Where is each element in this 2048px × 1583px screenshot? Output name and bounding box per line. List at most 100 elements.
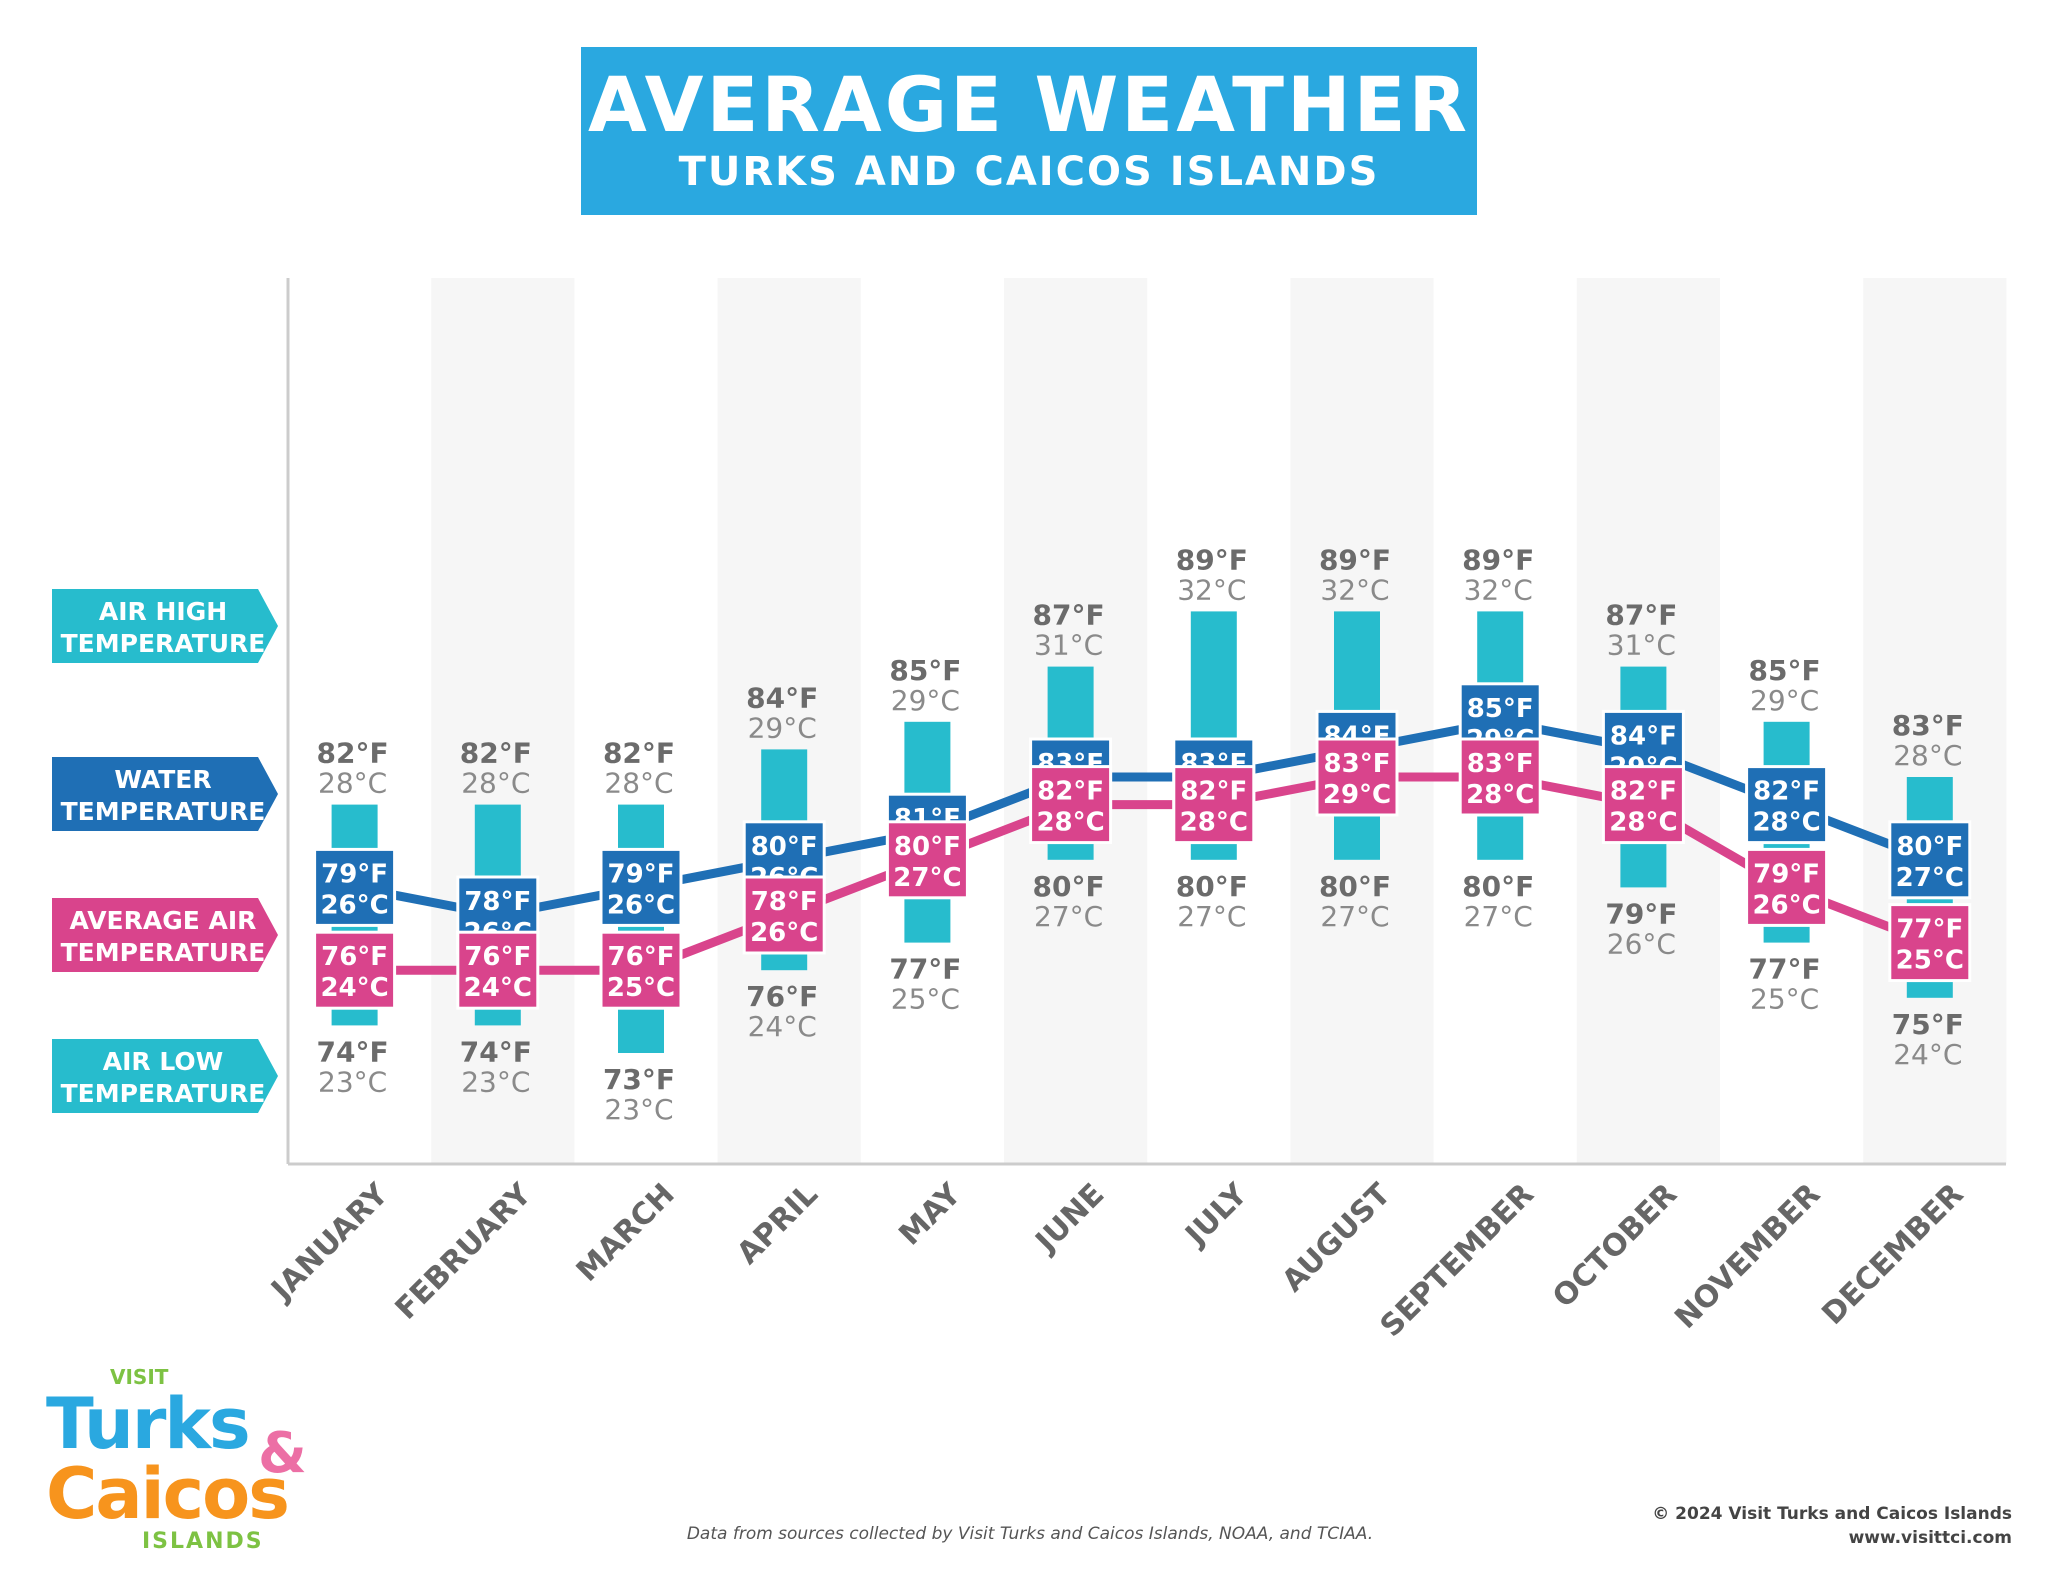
legend-air_high-line1: AIR HIGH bbox=[99, 597, 227, 626]
air-low-label-august-c: 27°C bbox=[1320, 900, 1389, 933]
water-marker-box bbox=[1888, 820, 1972, 900]
avg-air-marker-box bbox=[885, 820, 969, 900]
avg-air-marker-f: 77°F bbox=[1896, 915, 1963, 945]
air-high-label-december-c: 28°C bbox=[1893, 739, 1962, 772]
air-high-label-february: 82°F28°C bbox=[460, 737, 532, 800]
stripe-february bbox=[431, 278, 575, 1164]
air-low-label-december-c: 24°C bbox=[1893, 1038, 1962, 1071]
x-tick-february: FEBRUARY bbox=[389, 1176, 540, 1327]
air-high-label-february-f: 82°F bbox=[460, 737, 532, 770]
air-low-label-january-f: 74°F bbox=[317, 1035, 389, 1068]
avg-air-marker-f: 82°F bbox=[1610, 777, 1677, 807]
website-link[interactable]: www.visittci.com bbox=[1848, 1528, 2012, 1548]
air-high-label-june: 87°F31°C bbox=[1033, 599, 1105, 662]
air-low-label-february-f: 74°F bbox=[460, 1035, 532, 1068]
avg-air-marker-c: 28°C bbox=[1609, 808, 1677, 838]
air-low-label-november-f: 77°F bbox=[1749, 953, 1821, 986]
avg-air-marker-f: 83°F bbox=[1467, 749, 1534, 779]
air-high-label-april: 84°F29°C bbox=[746, 681, 818, 744]
avg-air-marker-september: 83°F28°C bbox=[1458, 737, 1542, 817]
air-low-label-march-f: 73°F bbox=[603, 1063, 675, 1096]
air-low-label-april: 76°F24°C bbox=[746, 980, 818, 1043]
chart-axes bbox=[286, 278, 2006, 1166]
avg-air-marker-box bbox=[1888, 903, 1972, 983]
avg-air-marker-f: 82°F bbox=[1180, 777, 1247, 807]
air-high-label-january-c: 28°C bbox=[318, 767, 387, 800]
avg-air-marker-c: 28°C bbox=[1036, 808, 1104, 838]
air-high-label-august-c: 32°C bbox=[1320, 573, 1389, 606]
air-low-label-august-f: 80°F bbox=[1319, 870, 1391, 903]
water-marker-box bbox=[1745, 765, 1829, 845]
air-high-label-march: 82°F28°C bbox=[603, 737, 675, 800]
x-tick-august: AUGUST bbox=[1276, 1177, 1399, 1300]
avg-air-marker-f: 82°F bbox=[1037, 777, 1104, 807]
avg-air-marker-august: 83°F29°C bbox=[1315, 737, 1399, 817]
air-low-label-december: 75°F24°C bbox=[1892, 1008, 1964, 1071]
air-high-label-april-c: 29°C bbox=[748, 711, 817, 744]
x-tick-may: MAY bbox=[892, 1176, 969, 1253]
air-high-label-july-c: 32°C bbox=[1177, 573, 1246, 606]
x-tick-april: APRIL bbox=[730, 1177, 824, 1271]
air-low-label-october-f: 79°F bbox=[1605, 897, 1677, 930]
title-banner: AVERAGE WEATHER TURKS AND CAICOS ISLANDS bbox=[581, 47, 1477, 215]
chart-title: AVERAGE WEATHER bbox=[587, 60, 1471, 149]
avg-air-marker-c: 25°C bbox=[607, 973, 675, 1003]
avg-air-marker-f: 76°F bbox=[464, 942, 531, 972]
avg-air-marker-f: 78°F bbox=[751, 887, 818, 917]
x-tick-march: MARCH bbox=[570, 1177, 682, 1289]
avg-air-marker-c: 28°C bbox=[1180, 808, 1248, 838]
avg-air-marker-c: 24°C bbox=[320, 973, 388, 1003]
legend-avg_air: AVERAGE AIR TEMPERATURE bbox=[52, 898, 278, 972]
air-high-label-october: 87°F31°C bbox=[1605, 599, 1677, 662]
chart-subtitle: TURKS AND CAICOS ISLANDS bbox=[678, 149, 1380, 195]
water-marker-f: 78°F bbox=[464, 887, 531, 917]
water-marker-march: 79°F26°C bbox=[599, 847, 683, 927]
water-marker-f: 79°F bbox=[321, 859, 388, 889]
legend: AIR HIGHTEMPERATUREWATERTEMPERATUREAVERA… bbox=[52, 589, 278, 1113]
legend-avg_air-tag bbox=[52, 898, 278, 972]
stripe-december bbox=[1863, 278, 2007, 1164]
air-range-bar-march bbox=[618, 804, 664, 1053]
air-high-label-august: 89°F32°C bbox=[1319, 543, 1391, 606]
avg-air-marker-c: 24°C bbox=[464, 973, 532, 1003]
water-marker-box bbox=[313, 847, 397, 927]
air-low-label-january-c: 23°C bbox=[318, 1065, 387, 1098]
logo-ampersand: & bbox=[258, 1421, 307, 1486]
avg-air-marker-c: 26°C bbox=[750, 918, 818, 948]
legend-air_low: AIR LOW TEMPERATURE bbox=[52, 1039, 278, 1113]
x-tick-october: OCTOBER bbox=[1546, 1177, 1684, 1315]
water-marker-january: 79°F26°C bbox=[313, 847, 397, 927]
avg-air-marker-f: 80°F bbox=[894, 832, 961, 862]
avg-air-marker-c: 27°C bbox=[893, 863, 961, 893]
air-low-label-october: 79°F26°C bbox=[1605, 897, 1677, 960]
air-high-label-december: 83°F28°C bbox=[1892, 709, 1964, 772]
avg-air-marker-c: 29°C bbox=[1323, 780, 1391, 810]
avg-air-marker-box bbox=[313, 930, 397, 1010]
water-marker-f: 80°F bbox=[1896, 832, 1963, 862]
air-high-label-june-c: 31°C bbox=[1034, 629, 1103, 662]
visit-tci-logo: VISIT Turks & Caicos ISLANDS bbox=[46, 1365, 307, 1552]
avg-air-marker-c: 28°C bbox=[1466, 780, 1534, 810]
avg-air-marker-box bbox=[1458, 737, 1542, 817]
air-high-label-june-f: 87°F bbox=[1033, 599, 1105, 632]
air-high-label-september-c: 32°C bbox=[1464, 573, 1533, 606]
air-low-label-november: 77°F25°C bbox=[1749, 953, 1821, 1016]
water-marker-f: 79°F bbox=[608, 859, 675, 889]
avg-air-marker-f: 79°F bbox=[1753, 859, 1820, 889]
air-low-label-april-f: 76°F bbox=[746, 980, 818, 1013]
logo-caicos: Caicos bbox=[46, 1453, 288, 1535]
avg-air-marker-october: 82°F28°C bbox=[1601, 765, 1685, 845]
x-tick-january: JANUARY bbox=[264, 1176, 397, 1309]
air-low-label-february-c: 23°C bbox=[461, 1065, 530, 1098]
legend-avg_air-line1: AVERAGE AIR bbox=[70, 906, 257, 935]
series-markers: 79°F26°C78°F26°C79°F26°C80°F26°C81°F27°C… bbox=[313, 682, 1972, 1010]
air-low-label-july: 80°F27°C bbox=[1176, 870, 1248, 933]
air-low-label-june-f: 80°F bbox=[1033, 870, 1105, 903]
avg-air-marker-box bbox=[599, 930, 683, 1010]
water-marker-f: 84°F bbox=[1610, 721, 1677, 751]
air-low-label-april-c: 24°C bbox=[748, 1010, 817, 1043]
air-low-label-october-c: 26°C bbox=[1607, 927, 1676, 960]
x-tick-july: JULY bbox=[1178, 1176, 1256, 1254]
avg-air-marker-box bbox=[1315, 737, 1399, 817]
